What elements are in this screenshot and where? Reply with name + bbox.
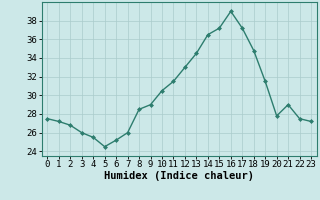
X-axis label: Humidex (Indice chaleur): Humidex (Indice chaleur): [104, 171, 254, 181]
